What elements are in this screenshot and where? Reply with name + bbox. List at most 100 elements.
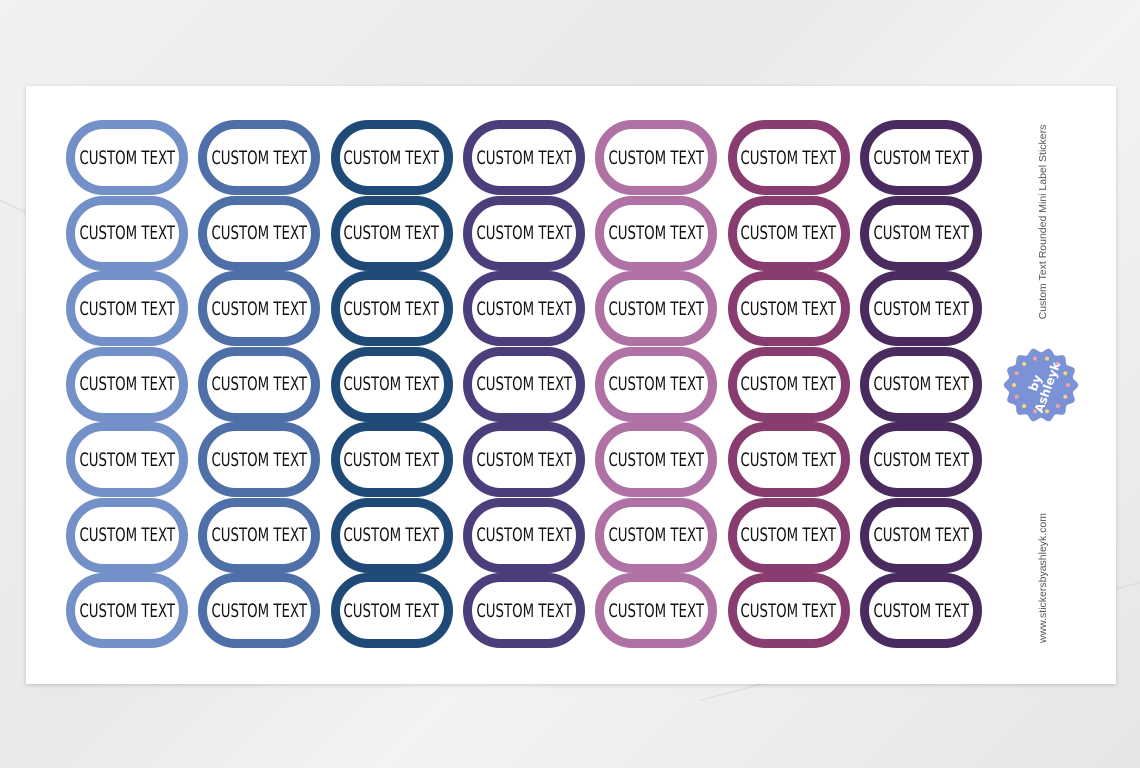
custom-text-sticker: CUSTOM TEXT xyxy=(859,573,982,648)
sticker-label: CUSTOM TEXT xyxy=(343,373,440,395)
custom-text-sticker: CUSTOM TEXT xyxy=(198,573,321,648)
heart-icon xyxy=(1022,361,1027,366)
custom-text-sticker: CUSTOM TEXT xyxy=(727,346,850,422)
custom-text-sticker: CUSTOM TEXT xyxy=(859,346,982,422)
custom-text-sticker: CUSTOM TEXT xyxy=(66,271,188,346)
sticker-label: CUSTOM TEXT xyxy=(343,448,440,471)
sticker-label: CUSTOM TEXT xyxy=(608,222,704,244)
custom-text-sticker: CUSTOM TEXT xyxy=(66,346,188,422)
sticker-label: CUSTOM TEXT xyxy=(211,146,308,169)
custom-text-sticker: CUSTOM TEXT xyxy=(595,120,718,195)
custom-text-sticker: CUSTOM TEXT xyxy=(462,573,585,648)
custom-text-sticker: CUSTOM TEXT xyxy=(462,195,585,271)
sticker-label: CUSTOM TEXT xyxy=(608,373,704,395)
sticker-label: CUSTOM TEXT xyxy=(873,448,969,471)
sticker-label: CUSTOM TEXT xyxy=(873,524,969,546)
sticker-label: CUSTOM TEXT xyxy=(476,146,572,169)
custom-text-sticker: CUSTOM TEXT xyxy=(859,195,982,271)
sticker-label: CUSTOM TEXT xyxy=(79,524,175,546)
sticker-label: CUSTOM TEXT xyxy=(79,146,175,169)
sticker-label: CUSTOM TEXT xyxy=(873,599,969,622)
custom-text-sticker: CUSTOM TEXT xyxy=(727,573,850,648)
heart-icon xyxy=(1063,394,1068,399)
sticker-label: CUSTOM TEXT xyxy=(740,222,837,244)
custom-text-sticker: CUSTOM TEXT xyxy=(859,120,982,195)
heart-icon xyxy=(1014,394,1019,399)
sticker-label: CUSTOM TEXT xyxy=(211,373,308,395)
heart-icon xyxy=(1032,409,1037,414)
custom-text-sticker: CUSTOM TEXT xyxy=(727,195,850,271)
sticker-label: CUSTOM TEXT xyxy=(608,599,704,622)
custom-text-sticker: CUSTOM TEXT xyxy=(462,422,585,497)
sticker-label: CUSTOM TEXT xyxy=(343,524,440,546)
sticker-label: CUSTOM TEXT xyxy=(740,599,837,622)
sticker-label: CUSTOM TEXT xyxy=(476,373,572,395)
custom-text-sticker: CUSTOM TEXT xyxy=(66,422,188,497)
heart-icon xyxy=(1055,404,1060,409)
sticker-label: CUSTOM TEXT xyxy=(211,599,308,622)
custom-text-sticker: CUSTOM TEXT xyxy=(595,271,718,346)
custom-text-sticker: CUSTOM TEXT xyxy=(198,346,321,422)
custom-text-sticker: CUSTOM TEXT xyxy=(727,120,850,195)
sticker-label: CUSTOM TEXT xyxy=(343,599,440,622)
sticker-label: CUSTOM TEXT xyxy=(476,448,572,471)
custom-text-sticker: CUSTOM TEXT xyxy=(66,195,188,271)
custom-text-sticker: CUSTOM TEXT xyxy=(462,120,585,195)
heart-icon xyxy=(1045,356,1050,361)
sticker-sheet: CUSTOM TEXT CUSTOM TEXT CUSTOM TEXT CUSTOM … xyxy=(26,86,1116,684)
sticker-label: CUSTOM TEXT xyxy=(476,524,572,546)
sticker-label: CUSTOM TEXT xyxy=(211,524,308,546)
custom-text-sticker: CUSTOM TEXT xyxy=(330,573,453,648)
heart-icon xyxy=(1045,409,1050,414)
custom-text-sticker: CUSTOM TEXT xyxy=(462,271,585,346)
sticker-label: CUSTOM TEXT xyxy=(873,297,969,320)
custom-text-sticker: CUSTOM TEXT xyxy=(198,422,321,497)
sticker-label: CUSTOM TEXT xyxy=(476,222,572,244)
sticker-label: CUSTOM TEXT xyxy=(608,146,704,169)
custom-text-sticker: CUSTOM TEXT xyxy=(198,120,321,195)
custom-text-sticker: CUSTOM TEXT xyxy=(859,422,982,497)
custom-text-sticker: CUSTOM TEXT xyxy=(595,573,718,648)
custom-text-sticker: CUSTOM TEXT xyxy=(462,346,585,422)
custom-text-sticker: CUSTOM TEXT xyxy=(727,271,850,346)
heart-icon xyxy=(1063,371,1068,376)
website-url: www.stickersbyashleyk.com xyxy=(1037,512,1049,644)
custom-text-sticker: CUSTOM TEXT xyxy=(727,422,850,497)
custom-text-sticker: CUSTOM TEXT xyxy=(330,120,453,195)
custom-text-sticker: CUSTOM TEXT xyxy=(330,497,453,573)
custom-text-sticker: CUSTOM TEXT xyxy=(859,497,982,573)
custom-text-sticker: CUSTOM TEXT xyxy=(595,346,718,422)
custom-text-sticker: CUSTOM TEXT xyxy=(595,497,718,573)
sticker-label: CUSTOM TEXT xyxy=(343,146,440,169)
custom-text-sticker: CUSTOM TEXT xyxy=(595,422,718,497)
sticker-label: CUSTOM TEXT xyxy=(740,146,837,169)
custom-text-sticker: CUSTOM TEXT xyxy=(727,497,850,573)
sticker-label: CUSTOM TEXT xyxy=(79,599,175,622)
ashleyk-logo: byAshleyk xyxy=(1003,348,1079,422)
custom-text-sticker: CUSTOM TEXT xyxy=(66,497,188,573)
logo-badge xyxy=(1003,348,1079,422)
custom-text-sticker: CUSTOM TEXT xyxy=(66,120,188,195)
sticker-label: CUSTOM TEXT xyxy=(79,373,175,395)
custom-text-sticker: CUSTOM TEXT xyxy=(66,573,188,648)
sticker-label: CUSTOM TEXT xyxy=(608,524,704,546)
sticker-label: CUSTOM TEXT xyxy=(211,222,308,244)
heart-icon xyxy=(1032,356,1037,361)
sticker-label: CUSTOM TEXT xyxy=(608,448,704,471)
sheet-title: Custom Text Rounded Mini Label Stickers xyxy=(1037,124,1049,320)
custom-text-sticker: CUSTOM TEXT xyxy=(330,346,453,422)
custom-text-sticker: CUSTOM TEXT xyxy=(330,195,453,271)
sticker-label: CUSTOM TEXT xyxy=(740,297,837,320)
sticker-label: CUSTOM TEXT xyxy=(79,297,175,320)
custom-text-sticker: CUSTOM TEXT xyxy=(595,195,718,271)
heart-icon xyxy=(1014,371,1019,376)
sticker-label: CUSTOM TEXT xyxy=(873,146,969,169)
sticker-label: CUSTOM TEXT xyxy=(608,297,704,320)
custom-text-sticker: CUSTOM TEXT xyxy=(462,497,585,573)
heart-icon xyxy=(1012,383,1016,387)
sticker-label: CUSTOM TEXT xyxy=(79,222,175,244)
custom-text-sticker: CUSTOM TEXT xyxy=(330,422,453,497)
custom-text-sticker: CUSTOM TEXT xyxy=(859,271,982,346)
heart-icon xyxy=(1055,361,1060,366)
sticker-label: CUSTOM TEXT xyxy=(343,222,440,244)
